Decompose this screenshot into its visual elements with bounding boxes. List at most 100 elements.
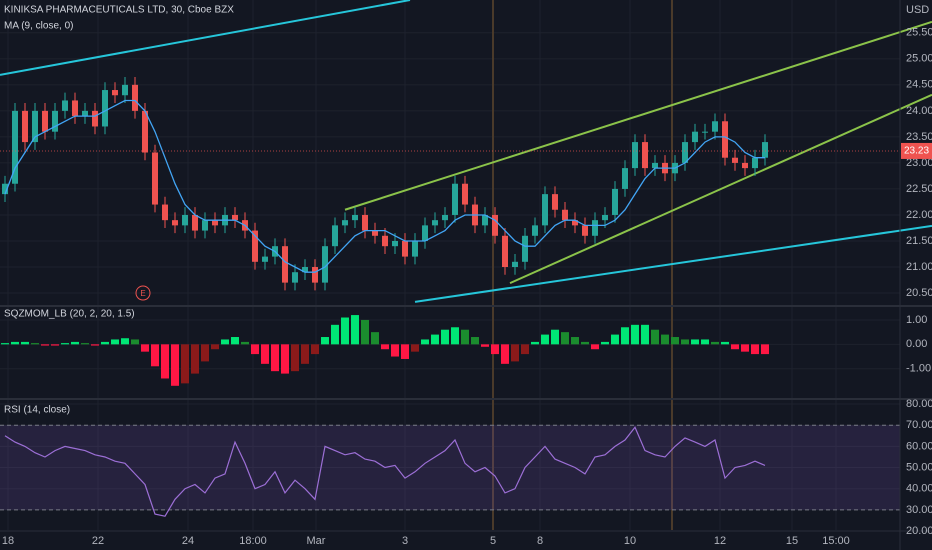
y-tick-label: 50.00 (906, 461, 932, 473)
momentum-bar (71, 341, 79, 345)
x-tick-label: 10 (624, 535, 636, 547)
candle-body (232, 214, 238, 221)
candle-body (302, 267, 308, 273)
momentum-bar (291, 344, 299, 372)
candle-body (382, 235, 388, 247)
momentum-bar (261, 344, 269, 364)
candle-body (62, 100, 68, 111)
plot (0, 0, 932, 517)
momentum-bar (691, 339, 699, 345)
candle-body (642, 142, 648, 169)
momentum-bar (251, 344, 259, 355)
candle-body (732, 157, 738, 163)
momentum-bar (411, 344, 419, 352)
candle-body (412, 240, 418, 257)
trend-line (0, 0, 411, 76)
candle-body (392, 240, 398, 247)
candle-body (592, 220, 598, 236)
candle-body (602, 214, 608, 221)
momentum-bar (521, 344, 529, 355)
momentum-bar (191, 344, 199, 374)
candle-body (342, 220, 348, 226)
candle-body (742, 162, 748, 169)
candle-body (102, 90, 108, 127)
candle-body (422, 225, 428, 241)
momentum-bar (551, 329, 559, 345)
x-tick-label: 3 (402, 535, 408, 547)
candle-body (542, 194, 548, 226)
x-tick-label: 12 (714, 535, 726, 547)
momentum-bar (151, 344, 159, 367)
momentum-bar (621, 327, 629, 345)
momentum-bar (461, 329, 469, 345)
labels: KINIKSA PHARMACEUTICALS LTD, 30, Cboe BZ… (2, 4, 932, 547)
candle-body (462, 183, 468, 205)
candle-body (442, 214, 448, 221)
y-tick-label: -1.00 (906, 363, 931, 375)
candle-body (262, 256, 268, 262)
momentum-bar (401, 344, 409, 359)
momentum-bar (711, 341, 719, 345)
momentum-bar (101, 341, 109, 345)
candle-body (632, 142, 638, 169)
candle-body (572, 220, 578, 226)
candle-body (532, 225, 538, 236)
candle-body (582, 225, 588, 236)
momentum-bar (41, 344, 49, 346)
momentum-bar (741, 344, 749, 352)
momentum-bar (331, 324, 339, 345)
momentum-bar (761, 344, 769, 355)
earnings-marker (135, 285, 151, 301)
candle-body (692, 131, 698, 143)
candle-body (182, 214, 188, 226)
candle-body (452, 183, 458, 215)
candle-body (42, 110, 48, 132)
last-price-label: 23.23 (904, 146, 929, 157)
candle-body (32, 110, 38, 143)
candle-body (202, 220, 208, 231)
momentum-bar (561, 332, 569, 345)
momentum-bar (451, 327, 459, 345)
momentum-bar (221, 339, 229, 345)
momentum-bar (591, 344, 599, 350)
y-tick-label: 30.00 (906, 504, 932, 516)
momentum-bar (201, 344, 209, 362)
rsi-line (4, 426, 766, 517)
y-tick-label: 23.00 (906, 157, 932, 169)
candle-body (762, 142, 768, 158)
y-tick-label: 24.50 (906, 79, 932, 91)
candle-body (82, 110, 88, 117)
momentum-bar (681, 339, 689, 345)
momentum-bar (81, 343, 89, 345)
y-tick-label: 1.00 (906, 314, 927, 326)
momentum-bar (351, 315, 359, 345)
momentum-bar (671, 337, 679, 345)
momentum-bar (481, 344, 489, 347)
y-tick-label: 60.00 (906, 440, 932, 452)
momentum-bar (731, 344, 739, 350)
x-tick-label: 18 (2, 535, 14, 547)
momentum-bar (231, 337, 239, 345)
x-tick-label: 8 (537, 535, 543, 547)
candle-body (682, 142, 688, 163)
candle-body (172, 220, 178, 226)
momentum-bar (161, 344, 169, 379)
momentum-bar (571, 337, 579, 345)
momentum-bar (651, 329, 659, 345)
momentum-bar (311, 344, 319, 355)
momentum-bar (11, 341, 19, 345)
candle-body (362, 214, 368, 231)
candle-body (702, 131, 708, 133)
momentum-bar (121, 338, 129, 345)
candle-body (112, 90, 118, 96)
candle-body (372, 230, 378, 236)
candle-body (322, 246, 328, 283)
y-tick-label: 21.00 (906, 261, 932, 273)
momentum-bar (321, 337, 329, 345)
momentum-bar (631, 324, 639, 345)
trend-line (414, 224, 932, 303)
momentum-bar (491, 344, 499, 355)
x-tick-label: 5 (490, 535, 496, 547)
grid (0, 0, 900, 532)
